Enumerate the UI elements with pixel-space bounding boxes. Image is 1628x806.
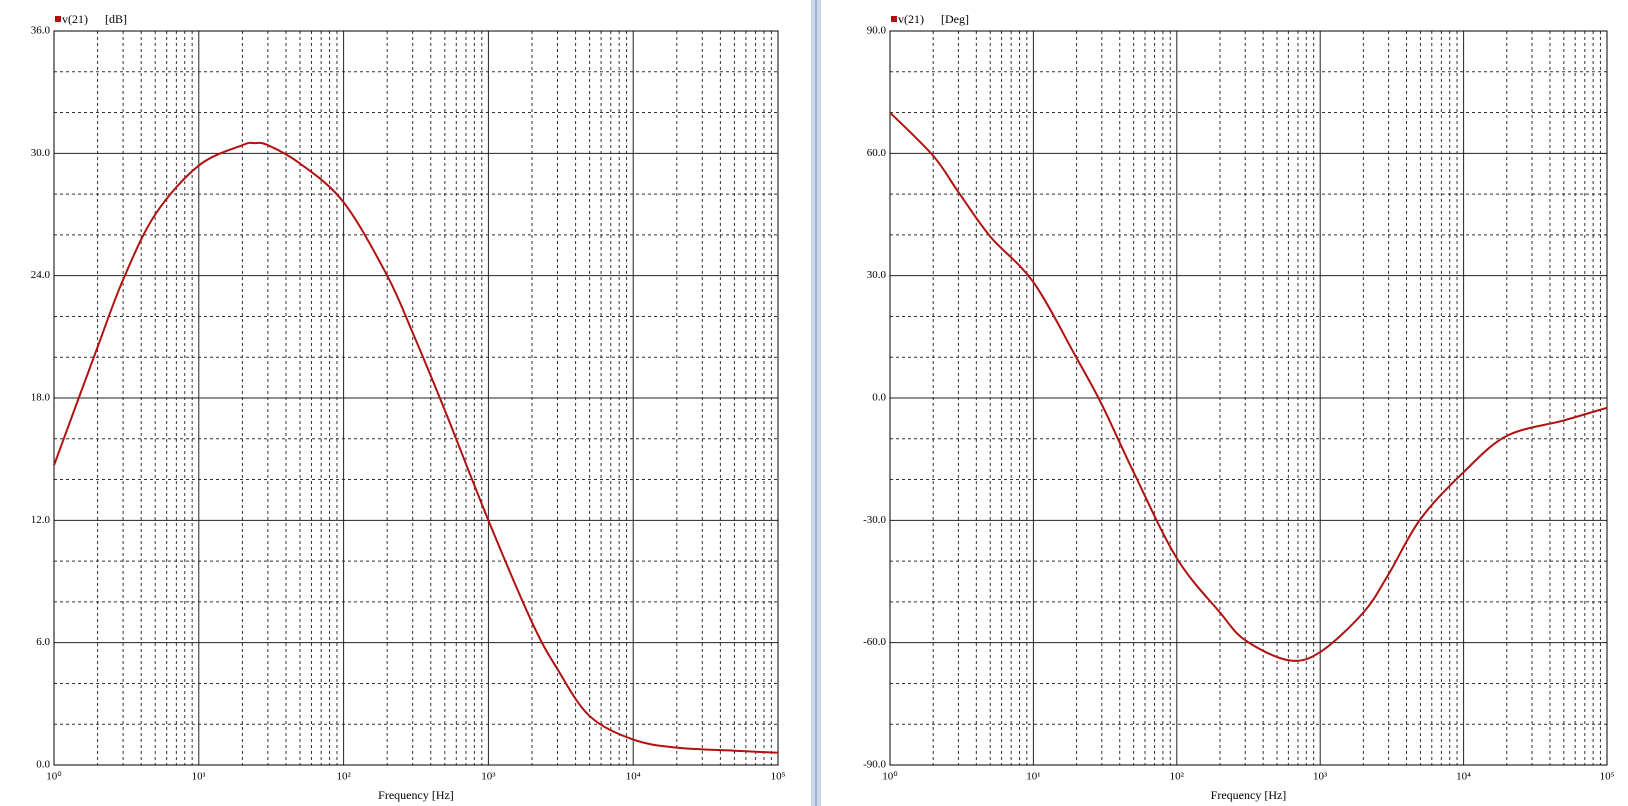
x-tick-label: 10³ (1313, 771, 1328, 783)
y-tick-label: 60.0 (867, 147, 887, 159)
y-tick-label: 0.0 (36, 759, 50, 771)
data-line (889, 111, 1608, 662)
y-tick-label: 24.0 (31, 269, 51, 281)
x-tick-label: 10² (1170, 771, 1185, 783)
legend-swatch (55, 16, 61, 22)
plot-frame (53, 30, 779, 766)
y-tick-label: 18.0 (31, 392, 51, 404)
x-tick-label: 10² (336, 771, 351, 783)
legend-label: v(21) (62, 12, 88, 26)
legend-label: v(21) (898, 12, 924, 26)
plot-frame (889, 30, 1608, 766)
legend-swatch (891, 16, 897, 22)
y-tick-label: -30.0 (863, 514, 886, 526)
y-tick-label: 12.0 (31, 514, 51, 526)
y-unit-label: [dB] (105, 12, 127, 26)
x-tick-label: 10⁰ (882, 771, 898, 783)
x-tick-label: 10¹ (192, 771, 206, 783)
y-tick-label: 90.0 (867, 25, 887, 37)
x-tick-label: 10⁴ (1456, 771, 1471, 783)
x-tick-label: 10⁵ (771, 771, 786, 783)
y-tick-label: 6.0 (36, 636, 50, 648)
splitter-line (815, 0, 817, 806)
data-line (53, 141, 779, 754)
y-tick-label: 36.0 (31, 25, 51, 37)
x-tick-label: 10⁰ (46, 771, 62, 783)
y-unit-label: [Deg] (941, 12, 969, 26)
y-tick-label: 30.0 (867, 269, 887, 281)
x-axis-label: Frequency [Hz] (378, 788, 454, 802)
y-tick-label: -90.0 (863, 759, 886, 771)
y-tick-label: 30.0 (31, 147, 51, 159)
x-tick-label: 10³ (481, 771, 496, 783)
x-tick-label: 10¹ (1026, 771, 1040, 783)
x-tick-label: 10⁴ (626, 771, 641, 783)
y-tick-label: 0.0 (872, 392, 886, 404)
x-axis-label: Frequency [Hz] (1211, 788, 1287, 802)
x-tick-label: 10⁵ (1600, 771, 1615, 783)
y-tick-label: -60.0 (863, 636, 886, 648)
